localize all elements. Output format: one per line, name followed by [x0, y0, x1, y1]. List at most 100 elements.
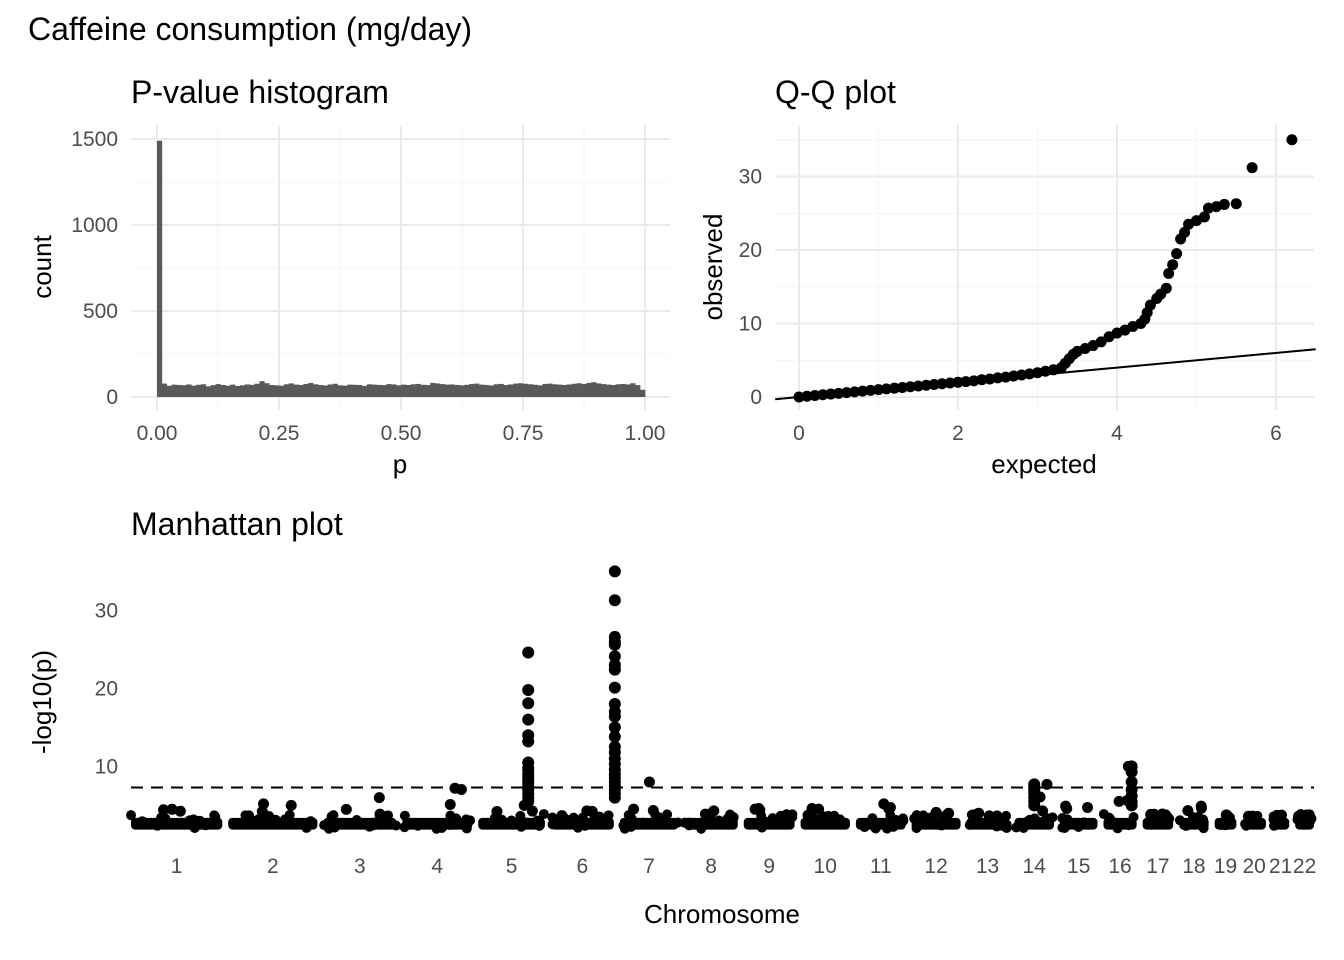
histogram-bar: [337, 385, 343, 397]
histogram-bar: [279, 385, 285, 397]
manhattan-point: [351, 815, 362, 826]
manhattan-point: [556, 810, 568, 822]
qq-point: [912, 380, 924, 392]
manhattan-panel: Manhattan plot 1 2 3 4 5 6 7 8 9 10 11 12 13 14 15 16 17…: [27, 506, 1317, 929]
qq-x-axis-label: expected: [991, 449, 1097, 479]
qq-panel: Q-Q plot 0 2 4 6 0 10 20 30 expected observed: [698, 74, 1316, 479]
manhattan-point: [1276, 809, 1288, 821]
histogram-bar: [161, 383, 168, 397]
manhattan-point: [1113, 795, 1125, 807]
manhattan-point: [1112, 823, 1123, 834]
manhattan-x-tick: 11: [870, 855, 892, 878]
histogram-bar: [537, 385, 543, 397]
histogram-bar: [576, 383, 582, 397]
manhattan-peak-point: [1125, 765, 1138, 778]
histogram-x-axis-label: p: [393, 449, 407, 479]
qq-point: [817, 389, 829, 401]
manhattan-point: [870, 823, 881, 834]
histogram-bar: [513, 383, 519, 397]
manhattan-point: [399, 822, 410, 833]
manhattan-peak-point: [608, 710, 621, 723]
manhattan-peak-point: [522, 735, 535, 748]
histogram-bar: [640, 389, 646, 397]
manhattan-peak-point: [1125, 799, 1138, 812]
qq-point: [841, 387, 853, 399]
manhattan-point: [256, 805, 268, 817]
manhattan-point: [629, 817, 640, 828]
manhattan-point: [496, 814, 507, 825]
histogram-bar: [318, 384, 324, 397]
manhattan-point: [883, 803, 895, 815]
manhattan-point: [836, 818, 847, 829]
histogram-bar: [376, 384, 382, 397]
histogram-bar: [625, 384, 631, 397]
qq-point: [793, 391, 805, 403]
manhattan-x-tick: 4: [431, 855, 443, 878]
histogram-bar: [596, 383, 602, 397]
qq-point: [1286, 134, 1298, 146]
histogram-y-axis-label: count: [27, 234, 57, 298]
histogram-bar: [586, 382, 592, 397]
qq-point: [1230, 198, 1242, 210]
histogram-bar: [220, 384, 226, 397]
histogram-bar: [166, 385, 172, 397]
qq-point: [833, 387, 845, 399]
manhattan-point: [749, 803, 761, 815]
manhattan-peak-point: [1028, 799, 1041, 812]
histogram-bar: [264, 383, 270, 397]
qq-point: [1171, 248, 1183, 260]
histogram-bar: [157, 140, 163, 397]
manhattan-x-tick: 2: [267, 855, 279, 878]
histogram-y-tick: 1500: [71, 128, 118, 151]
manhattan-point: [305, 816, 316, 827]
histogram-bar: [605, 384, 612, 397]
histogram-bar: [239, 385, 246, 397]
qq-point: [849, 386, 861, 398]
histogram-panel: P-value histogram 0.00 0.25 0.50 0.75 1.00 0 5…: [27, 74, 670, 479]
manhattan-point: [516, 821, 527, 832]
histogram-bar: [459, 385, 465, 397]
histogram-bar: [313, 384, 319, 397]
manhattan-y-axis-label: -log10(p): [27, 650, 57, 754]
manhattan-point: [228, 818, 239, 829]
manhattan-title: Manhattan plot: [131, 506, 343, 542]
manhattan-point: [436, 823, 447, 834]
histogram-bar: [523, 383, 529, 397]
manhattan-point: [1037, 805, 1049, 817]
manhattan-point: [184, 815, 195, 826]
manhattan-point: [968, 809, 980, 821]
manhattan-point: [568, 812, 579, 823]
manhattan-point: [696, 823, 707, 834]
manhattan-peak-point: [522, 795, 535, 808]
manhattan-point: [202, 818, 213, 829]
qq-point: [1198, 211, 1210, 223]
histogram-bar: [181, 385, 187, 397]
manhattan-point: [898, 815, 909, 826]
manhattan-point: [1198, 823, 1209, 834]
histogram-bar: [591, 382, 597, 397]
manhattan-point: [323, 823, 334, 834]
manhattan-x-tick: 8: [705, 855, 717, 878]
qq-point: [1167, 259, 1179, 271]
qq-tick-labels: 0 2 4 6 0 10 20 30: [739, 166, 1282, 446]
manhattan-point: [643, 776, 655, 788]
histogram-bar: [440, 384, 446, 397]
histogram-y-tick: 0: [106, 386, 118, 409]
manhattan-point: [368, 820, 379, 831]
figure-title: Caffeine consumption (mg/day): [28, 11, 472, 47]
histogram-bar: [498, 383, 504, 397]
manhattan-point: [285, 799, 297, 811]
manhattan-peak-point: [522, 713, 535, 726]
histogram-bar: [347, 384, 353, 397]
histogram-bar: [435, 383, 441, 397]
manhattan-point: [245, 815, 256, 826]
manhattan-point: [662, 809, 673, 820]
qq-point: [928, 379, 940, 391]
histogram-bar: [493, 384, 499, 397]
histogram-bar: [293, 384, 299, 397]
manhattan-point: [374, 808, 386, 820]
qq-point: [801, 390, 813, 402]
qq-point: [1163, 268, 1175, 280]
manhattan-point: [486, 819, 497, 830]
histogram-bar: [288, 383, 294, 397]
